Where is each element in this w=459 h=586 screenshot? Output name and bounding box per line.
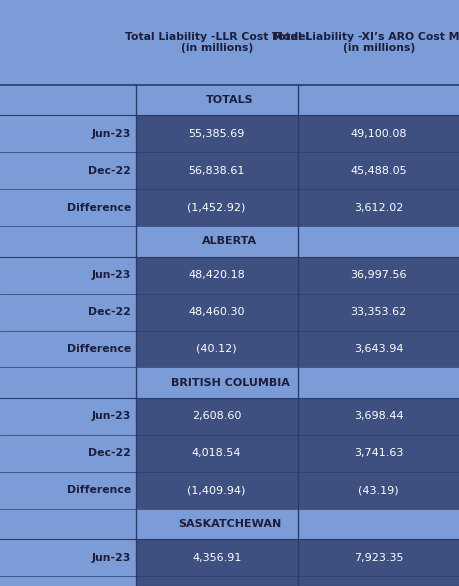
Bar	[135, 115, 297, 152]
Text: Jun-23: Jun-23	[91, 411, 131, 421]
Text: 2,608.60: 2,608.60	[191, 411, 241, 421]
Bar	[135, 398, 297, 435]
Bar	[297, 115, 459, 152]
Bar	[0, 472, 135, 509]
Bar	[135, 152, 297, 189]
Bar	[297, 152, 459, 189]
Text: Dec-22: Dec-22	[88, 307, 131, 317]
Text: 3,643.94: 3,643.94	[353, 344, 403, 354]
Bar	[0, 226, 459, 257]
Bar	[0, 509, 459, 539]
Bar	[0, 189, 135, 226]
Text: 4,356.91: 4,356.91	[191, 553, 241, 563]
Bar	[0, 294, 135, 331]
Bar	[297, 257, 459, 294]
Text: 55,385.69: 55,385.69	[188, 129, 244, 139]
Text: Dec-22: Dec-22	[88, 166, 131, 176]
Text: 3,698.44: 3,698.44	[353, 411, 403, 421]
Text: 4,018.54: 4,018.54	[191, 448, 241, 458]
Bar	[297, 539, 459, 576]
Bar	[0, 0, 459, 85]
Text: 56,838.61: 56,838.61	[188, 166, 244, 176]
Text: (1,409.94): (1,409.94)	[187, 485, 245, 495]
Text: 45,488.05: 45,488.05	[350, 166, 406, 176]
Text: Dec-22: Dec-22	[88, 448, 131, 458]
Bar	[0, 367, 459, 398]
Bar	[135, 331, 297, 367]
Text: (43.19): (43.19)	[358, 485, 398, 495]
Text: 48,420.18: 48,420.18	[188, 270, 245, 280]
Bar	[0, 539, 135, 576]
Bar	[297, 435, 459, 472]
Text: (1,452.92): (1,452.92)	[187, 203, 245, 213]
Bar	[135, 539, 297, 576]
Bar	[135, 435, 297, 472]
Bar	[297, 294, 459, 331]
Bar	[0, 257, 135, 294]
Bar	[0, 152, 135, 189]
Text: 7,923.35: 7,923.35	[353, 553, 403, 563]
Text: Jun-23: Jun-23	[91, 270, 131, 280]
Text: Difference: Difference	[67, 485, 131, 495]
Bar	[0, 115, 135, 152]
Text: 48,460.30: 48,460.30	[188, 307, 244, 317]
Bar	[135, 294, 297, 331]
Text: 3,741.63: 3,741.63	[353, 448, 403, 458]
Text: Total Liability -XI’s ARO Cost Model
(in millions): Total Liability -XI’s ARO Cost Model (in…	[271, 32, 459, 53]
Bar	[0, 398, 135, 435]
Bar	[297, 189, 459, 226]
Text: BRITISH COLUMBIA: BRITISH COLUMBIA	[170, 377, 289, 388]
Text: TOTALS: TOTALS	[206, 95, 253, 105]
Text: Difference: Difference	[67, 344, 131, 354]
Bar	[0, 331, 135, 367]
Text: 36,997.56: 36,997.56	[350, 270, 406, 280]
Bar	[297, 472, 459, 509]
Bar	[135, 189, 297, 226]
Bar	[297, 331, 459, 367]
Text: SASKATCHEWAN: SASKATCHEWAN	[178, 519, 281, 529]
Text: Jun-23: Jun-23	[91, 129, 131, 139]
Text: 33,353.62: 33,353.62	[350, 307, 406, 317]
Bar	[0, 435, 135, 472]
Text: Total Liability -LLR Cost Model
(in millions): Total Liability -LLR Cost Model (in mill…	[124, 32, 308, 53]
Text: 3,612.02: 3,612.02	[353, 203, 403, 213]
Bar	[135, 472, 297, 509]
Text: (40.12): (40.12)	[196, 344, 236, 354]
Text: 49,100.08: 49,100.08	[350, 129, 406, 139]
Bar	[0, 85, 459, 115]
Text: Jun-23: Jun-23	[91, 553, 131, 563]
Bar	[297, 576, 459, 586]
Bar	[135, 576, 297, 586]
Text: Difference: Difference	[67, 203, 131, 213]
Text: ALBERTA: ALBERTA	[202, 236, 257, 247]
Bar	[135, 257, 297, 294]
Bar	[297, 398, 459, 435]
Bar	[0, 576, 135, 586]
